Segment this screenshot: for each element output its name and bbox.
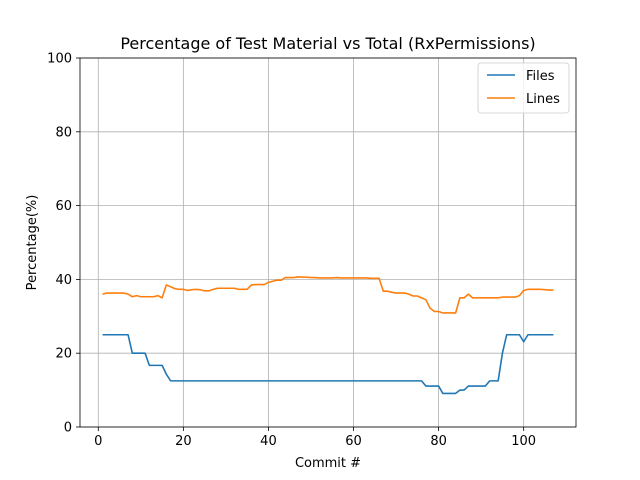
grid-lines — [80, 57, 576, 428]
x-tick-label: 100 — [511, 434, 536, 449]
x-axis: 0 20 40 60 80 100 — [94, 427, 536, 449]
series-line-lines — [102, 276, 554, 314]
x-tick-label: 40 — [260, 434, 277, 449]
y-tick-label: 60 — [55, 199, 72, 214]
y-tick-label: 40 — [55, 273, 72, 288]
x-tick-label: 80 — [430, 434, 447, 449]
y-tick-label: 100 — [47, 52, 72, 67]
legend-label-files: Files — [526, 69, 555, 84]
y-tick-label: 0 — [64, 421, 72, 436]
plot-frame — [79, 57, 577, 428]
chart-title: Percentage of Test Material vs Total (Rx… — [120, 34, 535, 53]
y-axis: 0 20 40 60 80 100 — [47, 52, 80, 436]
y-axis-label: Percentage(%) — [25, 195, 40, 291]
x-tick-label: 20 — [175, 434, 192, 449]
x-axis-label: Commit # — [295, 456, 361, 471]
y-tick-label: 20 — [55, 347, 72, 362]
series-lines — [102, 276, 554, 395]
legend: Files Lines — [477, 62, 570, 114]
x-tick-label: 60 — [345, 434, 362, 449]
legend-label-lines: Lines — [526, 92, 560, 107]
y-tick-label: 80 — [55, 125, 72, 140]
series-line-files — [102, 333, 554, 395]
x-tick-label: 0 — [94, 434, 102, 449]
